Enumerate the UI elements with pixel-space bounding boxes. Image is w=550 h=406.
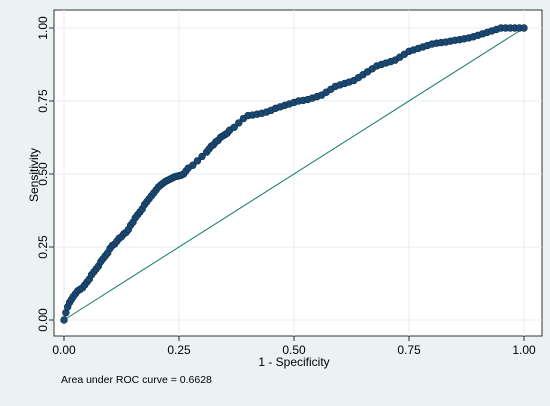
roc-points — [60, 24, 528, 324]
x-tick-label: 0.00 — [52, 343, 76, 357]
auc-note: Area under ROC curve = 0.6628 — [61, 374, 212, 386]
y-tick-label: 0.75 — [36, 89, 50, 113]
roc-point — [189, 161, 197, 169]
x-tick-label: 0.25 — [167, 343, 191, 357]
x-axis-ticks: 0.00 0.25 0.50 0.75 1.00 — [52, 336, 536, 357]
roc-point — [520, 24, 528, 32]
roc-point — [193, 157, 202, 165]
reference-line — [63, 27, 525, 321]
x-tick-label: 0.75 — [397, 343, 421, 357]
y-tick-label: 0.50 — [36, 162, 50, 186]
roc-point — [230, 123, 238, 131]
y-tick-label: 0.00 — [36, 308, 50, 332]
y-tick-label: 1.00 — [36, 16, 50, 40]
roc-point — [60, 316, 68, 324]
y-axis-ticks: 0.00 0.25 0.50 0.75 1.00 — [36, 16, 54, 332]
roc-point — [198, 152, 206, 161]
plot-area — [53, 9, 543, 337]
x-axis-label: 1 - Specificity — [258, 355, 329, 369]
x-tick-label: 1.00 — [512, 343, 536, 357]
x-tick-label: 0.50 — [282, 343, 306, 357]
y-tick-label: 0.25 — [36, 235, 50, 259]
y-axis-label: Sensitivity — [27, 148, 41, 202]
roc-point — [235, 119, 243, 127]
